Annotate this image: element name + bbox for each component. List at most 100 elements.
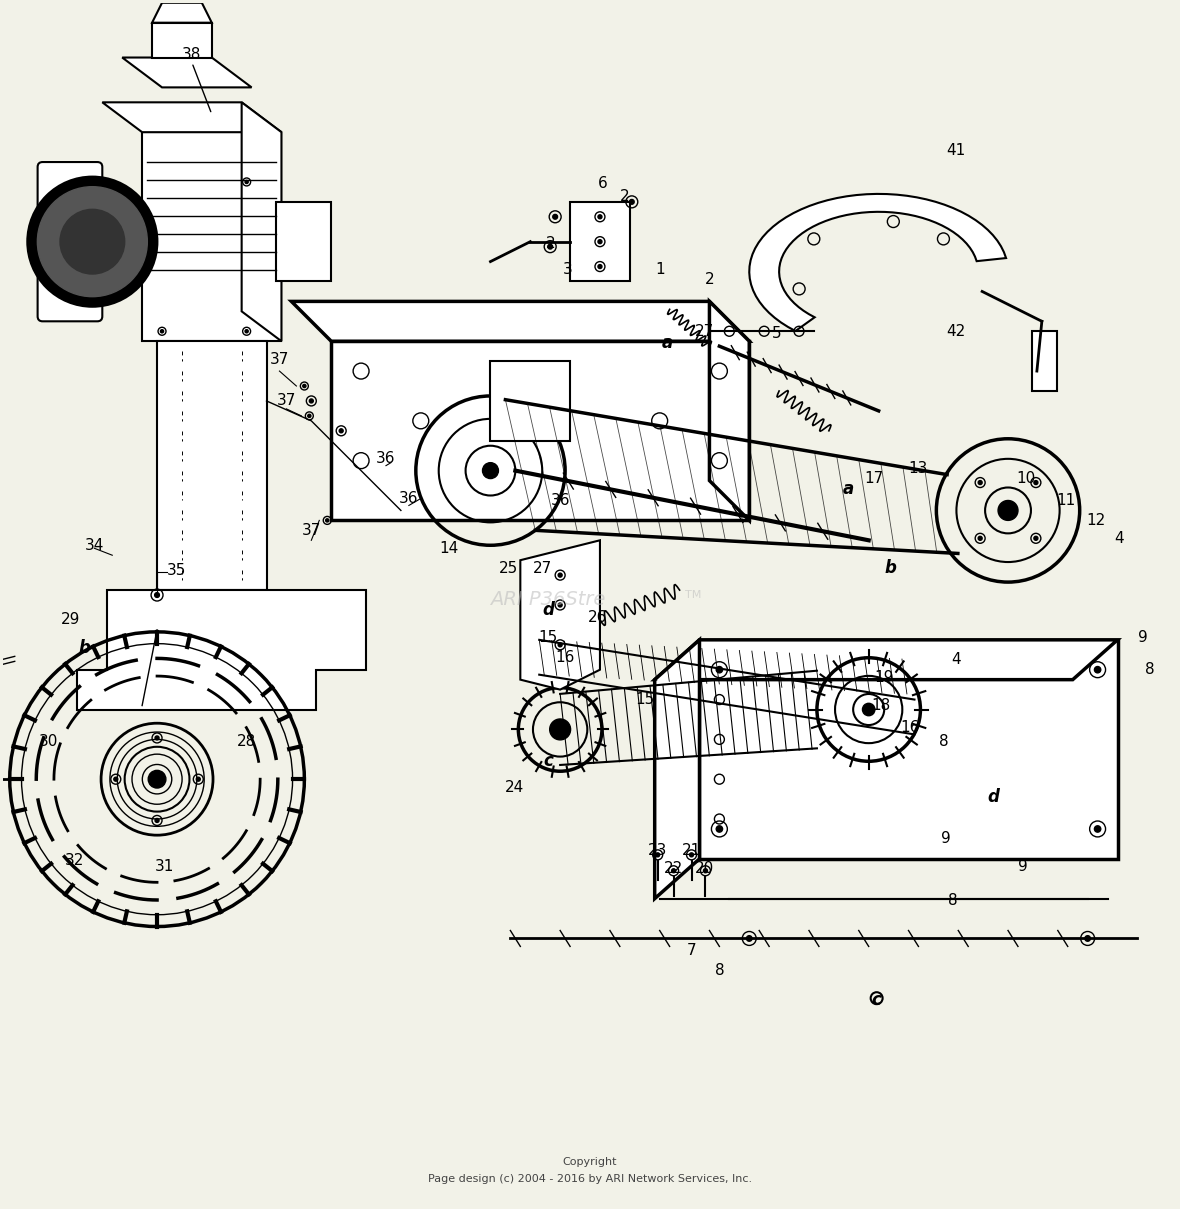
Text: 24: 24 (505, 780, 524, 794)
Circle shape (155, 736, 159, 740)
Text: 19: 19 (874, 670, 893, 686)
Text: 37: 37 (270, 352, 289, 366)
Polygon shape (332, 341, 749, 520)
Bar (1031, 331, 1057, 391)
Text: 8: 8 (715, 962, 725, 978)
Circle shape (703, 869, 708, 873)
Text: a: a (844, 480, 854, 498)
Text: 8: 8 (949, 893, 958, 908)
Circle shape (1084, 936, 1090, 942)
Circle shape (656, 852, 660, 857)
Polygon shape (749, 193, 1007, 331)
Circle shape (155, 592, 159, 597)
Circle shape (598, 215, 602, 219)
Text: c: c (543, 752, 553, 770)
Text: 14: 14 (439, 540, 458, 556)
Text: Copyright: Copyright (563, 1157, 617, 1168)
Circle shape (550, 719, 571, 740)
Text: 10: 10 (1016, 472, 1036, 486)
Text: 13: 13 (909, 461, 929, 476)
Circle shape (309, 399, 314, 403)
Polygon shape (123, 58, 251, 87)
Circle shape (60, 209, 125, 274)
Text: 32: 32 (65, 854, 84, 868)
Text: 30: 30 (39, 734, 58, 748)
Text: 9: 9 (1138, 630, 1147, 646)
Polygon shape (520, 540, 599, 689)
Circle shape (1094, 826, 1101, 832)
Polygon shape (152, 23, 211, 58)
Text: 22: 22 (664, 861, 683, 877)
Text: 26: 26 (589, 611, 608, 625)
Text: 3: 3 (563, 262, 573, 277)
Circle shape (27, 177, 157, 306)
Circle shape (558, 603, 562, 607)
Circle shape (598, 239, 602, 244)
Text: 27: 27 (532, 561, 552, 575)
Text: 36: 36 (399, 491, 419, 507)
Circle shape (548, 244, 552, 249)
Text: 42: 42 (946, 324, 966, 339)
Text: 12: 12 (1086, 513, 1106, 528)
Circle shape (38, 186, 148, 296)
Circle shape (245, 180, 248, 184)
Circle shape (552, 214, 558, 219)
Polygon shape (655, 640, 700, 898)
Polygon shape (491, 361, 570, 441)
Text: 8: 8 (938, 734, 949, 748)
Text: d: d (988, 788, 999, 806)
Polygon shape (157, 341, 267, 590)
Text: 21: 21 (682, 844, 701, 858)
Text: 9: 9 (1018, 860, 1028, 874)
Text: d: d (543, 601, 555, 619)
Circle shape (863, 704, 874, 716)
Text: 37: 37 (277, 393, 296, 409)
Text: 31: 31 (155, 860, 173, 874)
Circle shape (160, 330, 164, 332)
Circle shape (196, 777, 201, 781)
Text: 6: 6 (598, 177, 608, 191)
Bar (276, 202, 332, 282)
Polygon shape (700, 640, 1117, 858)
Text: 28: 28 (237, 734, 256, 748)
Polygon shape (655, 640, 1117, 679)
Polygon shape (709, 301, 749, 520)
Text: 2: 2 (704, 272, 714, 287)
Circle shape (689, 852, 694, 857)
Text: 1: 1 (655, 262, 664, 277)
Text: 5: 5 (772, 325, 782, 341)
Polygon shape (291, 301, 749, 341)
Circle shape (998, 501, 1018, 520)
Circle shape (978, 537, 982, 540)
Text: 35: 35 (168, 562, 186, 578)
Circle shape (598, 265, 602, 268)
Text: 29: 29 (61, 613, 80, 627)
Text: 36: 36 (376, 451, 395, 467)
Text: 36: 36 (550, 493, 570, 508)
Text: 41: 41 (946, 143, 966, 157)
Text: 15: 15 (538, 630, 558, 646)
Polygon shape (103, 103, 282, 132)
Circle shape (303, 384, 306, 388)
Text: 34: 34 (85, 538, 104, 553)
Circle shape (339, 429, 343, 433)
Text: 17: 17 (864, 472, 884, 486)
Text: b: b (885, 560, 897, 577)
Text: 16: 16 (900, 719, 920, 735)
Text: 8: 8 (1145, 663, 1154, 677)
Text: 4: 4 (1115, 531, 1125, 545)
Text: c: c (872, 991, 881, 1010)
Circle shape (1094, 666, 1101, 673)
Text: 2: 2 (545, 236, 555, 251)
Text: 25: 25 (499, 561, 518, 575)
Text: 4: 4 (951, 652, 961, 667)
Polygon shape (142, 132, 282, 341)
Text: b: b (78, 638, 91, 656)
Text: Page design (c) 2004 - 2016 by ARI Network Services, Inc.: Page design (c) 2004 - 2016 by ARI Netwo… (428, 1174, 752, 1185)
Text: 18: 18 (871, 698, 890, 713)
Circle shape (978, 480, 982, 485)
Circle shape (558, 573, 562, 577)
Circle shape (149, 770, 166, 788)
Circle shape (113, 777, 118, 781)
Text: 38: 38 (182, 47, 202, 62)
